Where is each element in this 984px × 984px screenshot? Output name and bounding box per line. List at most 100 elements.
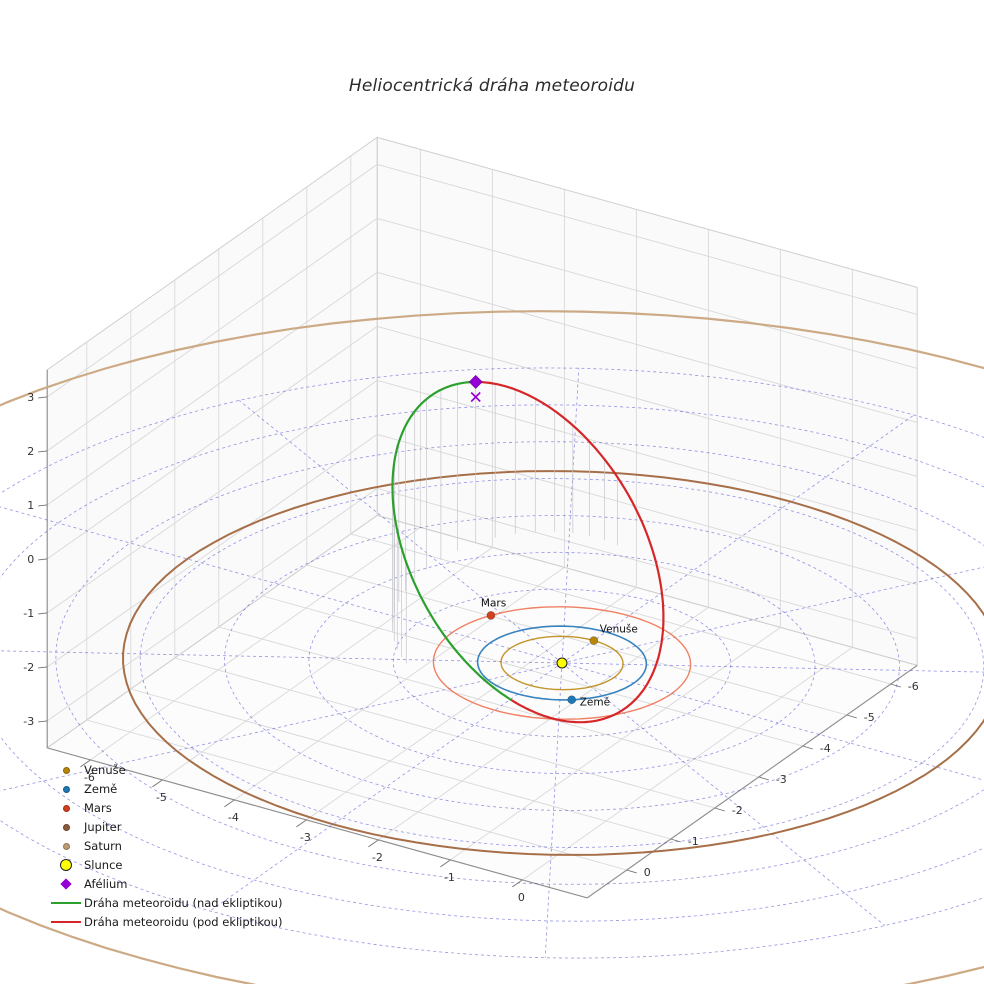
- y-tick: [670, 838, 681, 843]
- z-tick-label: -1: [23, 607, 34, 620]
- z-tick: [38, 450, 48, 453]
- legend-label: Mars: [84, 801, 112, 815]
- x-tick: [296, 819, 307, 828]
- y-tick: [890, 683, 901, 688]
- y-tick: [846, 714, 857, 719]
- wall-grid-z: [46, 326, 378, 560]
- orbit-venuše: [500, 635, 624, 691]
- dot-icon: [62, 785, 70, 793]
- planet-marker-země: [567, 695, 577, 705]
- wall-grid-z: [46, 488, 378, 722]
- page-title: Heliocentrická dráha meteoroidu: [348, 76, 636, 96]
- markers: Venuše Země Mars: [468, 374, 638, 709]
- planet-label-venuše: Venuše: [600, 624, 638, 636]
- legend-dot-marker: [48, 842, 84, 850]
- legend-item: Mars: [48, 800, 282, 816]
- x-tick-label: -6: [84, 771, 95, 784]
- wall-grid-z: [377, 163, 918, 315]
- dot-icon: [62, 842, 70, 850]
- legend-dot-marker: [48, 785, 84, 793]
- z-tick: [38, 666, 48, 669]
- y-tick: [758, 776, 769, 781]
- legend-label: Venuše: [84, 763, 126, 777]
- floor-grid-y: [86, 719, 627, 871]
- floor-grid-x: [522, 647, 853, 881]
- z-tick-label: -3: [23, 715, 34, 728]
- x-tick-label: 0: [518, 891, 525, 904]
- z-tick-label: 3: [27, 391, 34, 404]
- ecliptic-ray: [561, 368, 580, 664]
- wall-grid-z: [377, 487, 918, 639]
- legend-label: Saturn: [84, 839, 122, 853]
- wall-grid-z: [377, 271, 918, 423]
- floor-grid-y: [306, 564, 847, 716]
- z-tick: [38, 504, 48, 507]
- floor-grid-x: [90, 527, 421, 761]
- legend-label: Země: [84, 782, 118, 796]
- dot-icon: [62, 766, 70, 774]
- planet-marker-venuše: [589, 636, 599, 645]
- z-tick: [38, 720, 48, 723]
- y-tick: [626, 869, 637, 874]
- x-marker-stroke: [470, 391, 481, 403]
- legend-label: Dráha meteoroidu (nad ekliptikou): [84, 896, 283, 910]
- ecliptic-ring: [224, 514, 900, 812]
- y-tick-label: -4: [820, 742, 831, 755]
- legend-diamond-marker: [48, 878, 84, 890]
- orbit-jupiter: [122, 470, 984, 856]
- wall-grid-z: [377, 433, 918, 585]
- z-tick-label: 2: [27, 445, 34, 458]
- y-tick-label: -6: [908, 680, 919, 693]
- legend-label: Jupiter: [84, 820, 122, 834]
- ecliptic-ray: [544, 662, 563, 958]
- legend: Venuše Země Mars Jupiter Saturn Slunce Afélium…: [48, 762, 282, 930]
- ecliptic-ring: [55, 441, 984, 885]
- y-tick-label: 0: [644, 866, 651, 879]
- y-tick: [802, 745, 813, 750]
- dot-icon: [62, 823, 70, 831]
- diamond-icon: [60, 878, 72, 890]
- y-tick-label: -1: [688, 835, 699, 848]
- planet-marker-mars: [486, 611, 496, 620]
- y-tick-label: -3: [776, 773, 787, 786]
- meteoroid-orbit-above-ecliptic: [391, 380, 512, 701]
- y-tick: [714, 807, 725, 812]
- x-axis-spine: [47, 747, 588, 899]
- z-tick: [38, 612, 48, 615]
- legend-line-swatch: [48, 920, 84, 924]
- floor-grid-x: [234, 567, 565, 801]
- planet-label-mars: Mars: [481, 597, 506, 609]
- meteoroid-orbit-below-ecliptic: [474, 380, 665, 724]
- x-tick: [224, 799, 235, 808]
- floor-grid-x: [378, 607, 709, 841]
- x-tick: [368, 839, 379, 848]
- legend-label: Afélium: [84, 877, 128, 891]
- ecliptic-ray: [0, 662, 563, 792]
- wall-grid-z: [377, 379, 918, 531]
- sun-marker: [556, 657, 568, 669]
- legend-sun-marker: [48, 859, 84, 871]
- y-tick-label: -2: [732, 804, 743, 817]
- z-tick-label: -2: [23, 661, 34, 674]
- meteoroid-stems: [392, 381, 618, 664]
- x-tick-label: -2: [372, 851, 383, 864]
- line-icon: [51, 901, 81, 905]
- x-tick-label: -3: [300, 831, 311, 844]
- line-icon: [51, 920, 81, 924]
- wall-grid-z: [46, 164, 378, 398]
- axes-ticks: -6 -5 -4 -3 -2 -1 0 -6 -5 -4 -3 -2 -1 0 -3 -2 -1 0 1 2 3: [23, 391, 919, 904]
- wall-grid-z: [377, 217, 918, 369]
- y-axis-spine: [586, 664, 918, 899]
- dot-icon: [62, 804, 70, 812]
- x-tick: [440, 859, 451, 868]
- floor-grid-y: [130, 688, 671, 840]
- legend-item: Slunce: [48, 857, 282, 873]
- floor-grid-x: [306, 587, 637, 821]
- axes-grid: [46, 149, 918, 899]
- legend-item: Afélium: [48, 876, 282, 892]
- floor-grid-y: [174, 657, 715, 809]
- legend-item: Saturn: [48, 838, 282, 854]
- legend-label: Slunce: [84, 858, 123, 872]
- x-tick: [512, 879, 523, 888]
- wall-grid-z: [46, 380, 378, 614]
